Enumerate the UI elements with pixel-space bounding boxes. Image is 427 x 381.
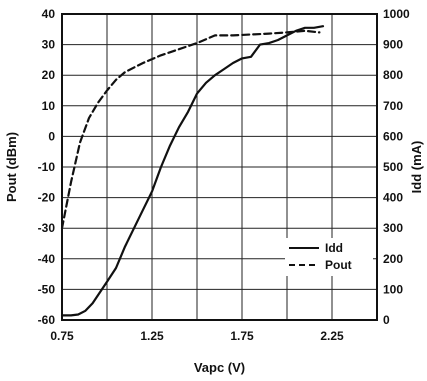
y-left-tick-label: 0 bbox=[48, 129, 55, 143]
y-right-tick-label: 900 bbox=[383, 38, 403, 52]
series-layer bbox=[60, 25, 325, 317]
y-axis-right-label: Idd (mA) bbox=[409, 141, 424, 194]
x-tick-label: 2.25 bbox=[320, 329, 344, 343]
y-right-tick-label: 200 bbox=[383, 252, 403, 266]
y-left-tick-label: 40 bbox=[42, 7, 56, 21]
legend-box bbox=[285, 238, 373, 276]
y-left-tick-label: -20 bbox=[38, 191, 56, 205]
y-right-tick-label: 600 bbox=[383, 129, 403, 143]
tick-labels: 0.75 1.25 1.75 2.25403020100-10-20-30-40-50… bbox=[38, 7, 410, 343]
legend-label-pout: Pout bbox=[325, 258, 352, 272]
series-line-idd bbox=[60, 25, 325, 317]
legend-label-idd: Idd bbox=[325, 241, 343, 255]
y-right-tick-label: 700 bbox=[383, 99, 403, 113]
y-left-tick-label: 10 bbox=[42, 99, 56, 113]
y-right-tick-label: 0 bbox=[383, 313, 390, 327]
x-axis-label: Vapc (V) bbox=[194, 360, 245, 375]
y-axis-left-label: Pout (dBm) bbox=[4, 132, 19, 202]
x-tick-label: 1.75 bbox=[230, 329, 254, 343]
series-line-pout bbox=[60, 29, 321, 230]
y-left-tick-label: -60 bbox=[38, 313, 56, 327]
grid bbox=[61, 13, 378, 321]
plot-frame bbox=[61, 13, 378, 321]
y-left-tick-label: -10 bbox=[38, 160, 56, 174]
y-right-tick-label: 500 bbox=[383, 160, 403, 174]
y-left-tick-label: 20 bbox=[42, 68, 56, 82]
y-left-tick-label: -30 bbox=[38, 221, 56, 235]
y-right-tick-label: 300 bbox=[383, 221, 403, 235]
y-right-tick-label: 400 bbox=[383, 191, 403, 205]
y-right-tick-label: 1000 bbox=[383, 7, 410, 21]
y-left-tick-label: 30 bbox=[42, 38, 56, 52]
legend: Idd Pout bbox=[285, 238, 373, 276]
y-left-tick-label: -50 bbox=[38, 282, 56, 296]
x-tick-label: 0.75 bbox=[50, 329, 74, 343]
x-tick-label: 1.25 bbox=[140, 329, 164, 343]
y-left-tick-label: -40 bbox=[38, 252, 56, 266]
y-right-tick-label: 100 bbox=[383, 282, 403, 296]
y-right-tick-label: 800 bbox=[383, 68, 403, 82]
